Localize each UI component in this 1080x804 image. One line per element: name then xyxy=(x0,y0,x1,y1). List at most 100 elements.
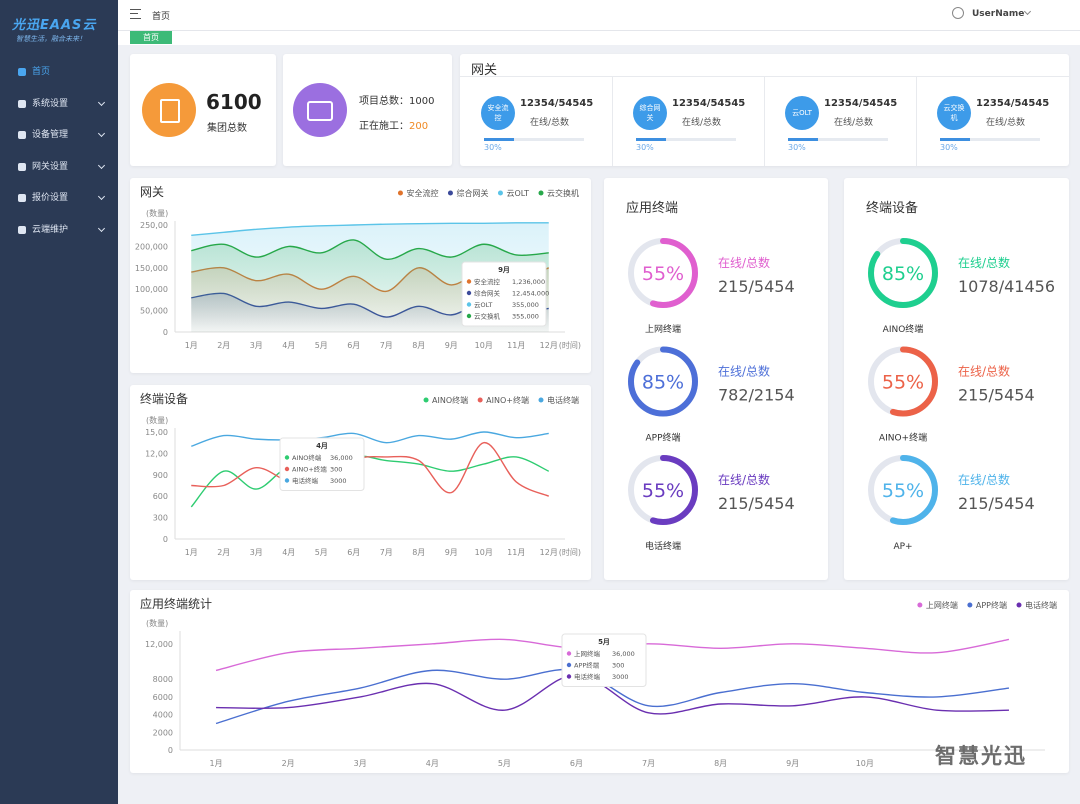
chart: 应用终端统计 (数量) 0 2000 4000 6000 8000 12,000 1月 2月 3月 4… xyxy=(140,596,1057,768)
menu-item[interactable]: 报价设置 xyxy=(0,184,118,212)
x-tick-label: 3月 xyxy=(250,548,263,557)
tooltip-marker xyxy=(566,674,572,679)
progress-label: 30% xyxy=(484,143,502,152)
tooltip-series: AINO终端 xyxy=(292,453,322,462)
gauge-name: AINO+终端 xyxy=(879,432,927,444)
x-tick-label: 7月 xyxy=(642,759,655,768)
gauge-percent: 55% xyxy=(642,263,684,285)
x-tick-label: 4月 xyxy=(426,759,439,768)
menu-toggle[interactable] xyxy=(130,9,141,19)
y-tick-label: 300 xyxy=(153,514,168,523)
gauge-arc xyxy=(868,455,938,525)
legend-label: 安全流控 xyxy=(406,188,438,198)
app-terminal-card: 应用终端 55% 在线/总数 215/5454 上网终端 85% 在线/总数 782/2154… xyxy=(604,178,828,580)
gauge-percent: 85% xyxy=(642,372,684,394)
tooltip-value: 36,000 xyxy=(612,650,635,658)
menu-icon xyxy=(18,68,26,76)
tooltip-marker xyxy=(284,478,290,483)
menu-label: 首页 xyxy=(32,67,51,77)
gauge-percent: 55% xyxy=(882,480,924,502)
x-tick-label: 8月 xyxy=(412,341,425,350)
progress-bar xyxy=(636,138,666,141)
legend-marker xyxy=(477,397,483,403)
legend-marker xyxy=(538,190,544,196)
legend-marker xyxy=(1016,602,1022,608)
x-tick-label: 12月 xyxy=(540,341,558,350)
y-tick-label: 50,000 xyxy=(140,307,168,316)
x-tick-label: 1月 xyxy=(209,759,222,768)
legend-label: 云交换机 xyxy=(547,188,579,198)
menu-item[interactable]: 云端维护 xyxy=(0,216,118,244)
menu-label: 网关设置 xyxy=(32,161,69,172)
menu-icon xyxy=(18,131,26,139)
tooltip-box xyxy=(561,633,647,687)
x-tick-label: 10月 xyxy=(475,341,493,350)
chart-title: 应用终端统计 xyxy=(140,596,212,611)
progress-bar xyxy=(788,138,818,141)
watermark: 智慧光迅 xyxy=(935,744,1027,768)
y-axis-label: (数量) xyxy=(146,618,168,628)
gateway-name: 安全流控 xyxy=(487,104,509,122)
terminal-device-card: 终端设备 85% 在线/总数 1078/41456 AINO终端 55% 在线/总数 215/… xyxy=(844,178,1069,580)
x-tick-label: 10月 xyxy=(475,548,493,557)
menu-item[interactable]: 网关设置 xyxy=(0,153,118,181)
y-tick-label: 150,000 xyxy=(135,264,168,273)
legend-marker xyxy=(447,190,453,196)
legend-marker xyxy=(917,602,923,608)
project-value: 1000 xyxy=(409,96,435,107)
gateway-count: 12354/54545 xyxy=(672,98,746,109)
gateway-title: 网关 xyxy=(471,63,498,78)
x-axis-label: (时间) xyxy=(559,547,581,557)
series-line xyxy=(191,239,549,260)
x-tick-label: 7月 xyxy=(380,341,393,350)
chart: 网关 (数量) 0 50,000 100,000 150,000 200,000 250,00… xyxy=(135,185,581,350)
menu-label: 设备管理 xyxy=(32,130,69,140)
x-tick-label: 6月 xyxy=(570,759,583,768)
legend-label: 上网终端 xyxy=(926,600,958,610)
progress-track xyxy=(484,138,584,141)
tooltip-value: 36,000 xyxy=(330,454,353,462)
group-card: 6100 集团总数 xyxy=(130,54,276,166)
project-label: 项目总数： xyxy=(359,96,409,107)
user-name[interactable]: UserName xyxy=(972,9,1025,19)
x-tick-label: 5月 xyxy=(498,759,511,768)
tooltip-series: 云交换机 xyxy=(474,312,501,321)
menu-label: 云端维护 xyxy=(32,224,69,235)
building-value: 200 xyxy=(409,121,429,132)
x-tick-label: 2月 xyxy=(282,759,295,768)
gauges: 85% 在线/总数 1078/41456 AINO终端 55% 在线/总数 215/5454… xyxy=(868,238,1055,552)
menu-item[interactable]: 首页 xyxy=(0,58,118,86)
tooltip-title: 4月 xyxy=(316,442,328,450)
gauge-count: 215/5454 xyxy=(958,494,1035,513)
gauge-arc xyxy=(628,238,698,308)
menu-arrow xyxy=(97,129,106,138)
tooltip-series: 电话终端 xyxy=(292,476,319,485)
series-line xyxy=(215,668,1010,725)
legend-marker xyxy=(497,190,503,196)
progress-bar xyxy=(484,138,514,141)
y-tick-label: 15,00 xyxy=(145,428,168,437)
gauge-status: 在线/总数 xyxy=(958,255,1010,270)
x-tick-label: 10月 xyxy=(856,759,874,768)
progress-label: 30% xyxy=(940,143,958,152)
tooltip-title: 5月 xyxy=(598,638,610,646)
user-dropdown[interactable] xyxy=(1023,7,1032,16)
gateway-card: 网关 安全流控 12354/54545 在线/总数 30% 综合网关 12354/5454… xyxy=(460,54,1069,166)
gauge-percent: 55% xyxy=(642,480,684,502)
menu-item[interactable]: 设备管理 xyxy=(0,121,118,149)
gauge-arc xyxy=(628,346,698,417)
gateway-name: 云交换机 xyxy=(943,104,965,122)
chart: 终端设备 (数量) 0 300 600 900 12,00 15,00 1月 2月 3月 4月 5月 6月… xyxy=(140,391,581,557)
y-tick-label: 12,00 xyxy=(145,449,168,458)
project-card: 项目总数：1000 正在施工：200 xyxy=(283,54,452,166)
building-total: 正在施工：200 xyxy=(359,117,428,132)
gateway-icon: 综合网关 xyxy=(633,96,667,130)
menu-item[interactable]: 系统设置 xyxy=(0,90,118,118)
gauge-percent: 85% xyxy=(882,263,924,285)
logo: 光迅EAAS云 xyxy=(12,18,97,33)
x-tick-label: 1月 xyxy=(185,548,198,557)
tab[interactable]: 首页 xyxy=(130,31,172,44)
gateway-count: 12354/54545 xyxy=(976,98,1050,109)
x-tick-label: 8月 xyxy=(412,548,425,557)
x-tick-label: 3月 xyxy=(250,341,263,350)
